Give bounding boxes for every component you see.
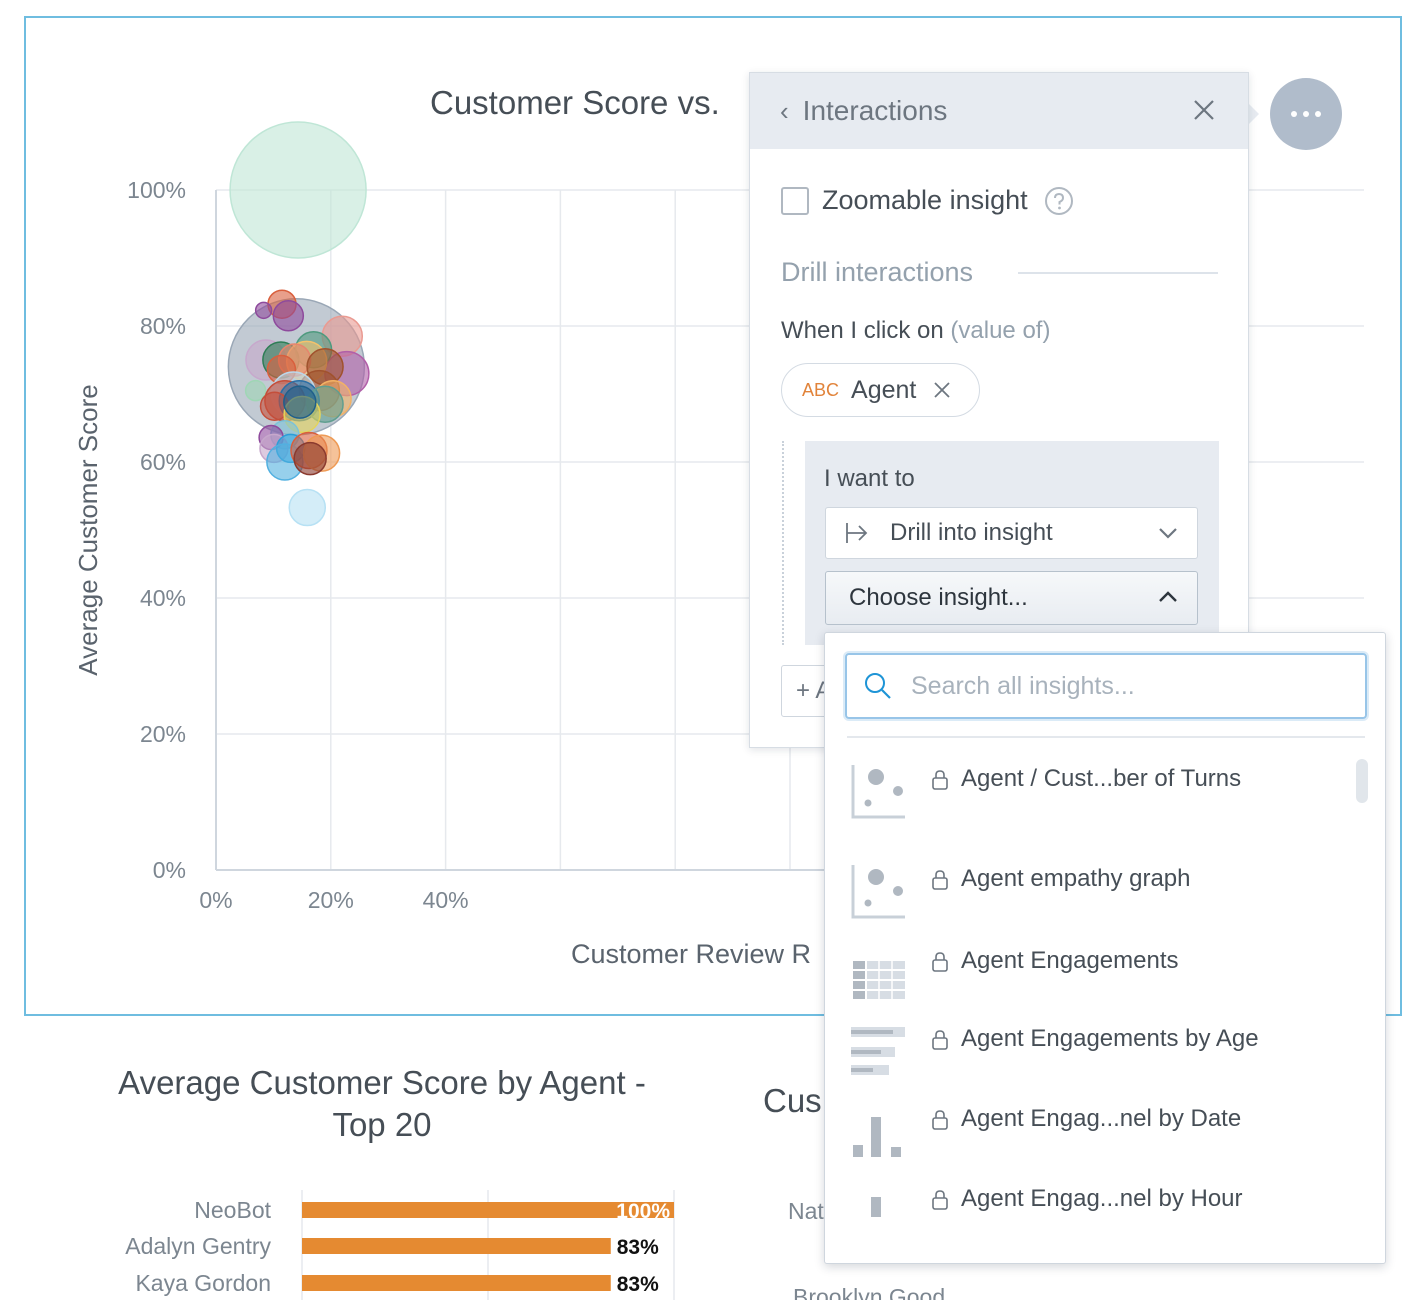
lock-icon xyxy=(932,870,948,890)
insight-option-name: Agent Engagements by Age xyxy=(961,1025,1259,1052)
bar[interactable] xyxy=(302,1238,611,1254)
lock-icon xyxy=(932,770,948,790)
scatter-point[interactable] xyxy=(293,441,327,476)
table-icon xyxy=(853,961,905,999)
drill-arrow-icon xyxy=(846,523,868,543)
y-tick-label: 80% xyxy=(140,313,186,339)
insight-option-name: Agent Engagements xyxy=(961,947,1179,974)
choose-insight-select[interactable]: Choose insight... xyxy=(825,571,1198,625)
zoomable-checkbox[interactable] xyxy=(781,186,809,215)
bar[interactable] xyxy=(302,1202,674,1218)
y-tick-label: 0% xyxy=(153,857,186,883)
insight-option-name: Agent / Cust...ber of Turns xyxy=(961,765,1242,792)
attribute-type-icon: ABC xyxy=(802,379,840,400)
drill-action-select[interactable]: Drill into insight xyxy=(825,507,1198,559)
dot-icon xyxy=(1291,111,1297,117)
panel-title: Interactions xyxy=(802,95,948,126)
dropdown-divider xyxy=(847,736,1365,738)
more-options-button[interactable] xyxy=(1270,78,1342,150)
agent-attribute-chip[interactable]: ABC Agent xyxy=(781,363,980,417)
drill-config-box: I want to Drill into insight Choose insi… xyxy=(805,441,1219,645)
zoomable-label: Zoomable insight xyxy=(822,185,1028,215)
insight-option-name: Agent empathy graph xyxy=(961,865,1191,892)
drill-rail xyxy=(782,441,784,645)
bar-chart-icon xyxy=(851,1027,905,1075)
when-click-label: When I click on (value of) xyxy=(781,317,1050,345)
insight-option[interactable]: Agent Engag...nel by Date xyxy=(851,1105,1351,1189)
insight-option[interactable]: Agent Engag...nel by Hour xyxy=(851,1185,1351,1263)
insight-option[interactable]: Agent Engagements by Age xyxy=(851,1025,1351,1105)
section-divider xyxy=(1018,272,1218,274)
insight-option[interactable]: Agent empathy graph xyxy=(851,863,1351,943)
bar-category-label: Adalyn Gentry xyxy=(125,1233,271,1259)
zoomable-row: Zoomable insight xyxy=(781,185,1074,216)
bar-category-label: NeoBot xyxy=(194,1197,271,1223)
bar[interactable] xyxy=(302,1275,611,1291)
insight-search-box[interactable] xyxy=(845,653,1367,719)
column-chart-icon xyxy=(871,1197,881,1217)
dot-icon xyxy=(1303,111,1309,117)
close-icon[interactable] xyxy=(1190,96,1218,124)
y-tick-label: 100% xyxy=(127,177,186,203)
scatter-point[interactable] xyxy=(244,379,267,402)
bar-category-label: Kaya Gordon xyxy=(135,1270,271,1296)
lock-icon xyxy=(932,952,948,972)
panel-header: ‹ Interactions xyxy=(750,73,1248,149)
i-want-to-label: I want to xyxy=(824,465,915,492)
scatter-chart-icon xyxy=(851,865,905,919)
choose-insight-value: Choose insight... xyxy=(849,584,1028,611)
insight-option[interactable]: Agent Engagements xyxy=(851,947,1351,1031)
scatter-point[interactable] xyxy=(229,121,367,259)
chart-title: Customer Score vs. xyxy=(430,84,720,121)
chevron-up-icon xyxy=(1159,591,1177,602)
drill-interactions-heading: Drill interactions xyxy=(781,257,974,287)
chip-label: Agent xyxy=(851,375,917,404)
x-tick-label: 40% xyxy=(423,887,469,913)
lock-icon xyxy=(932,1110,948,1130)
y-tick-label: 60% xyxy=(140,449,186,475)
when-click-text: When I click on xyxy=(781,317,944,344)
insight-option[interactable]: Agent / Cust...ber of Turns xyxy=(851,763,1351,843)
insight-option-name: Agent Engag...nel by Date xyxy=(961,1105,1242,1132)
scatter-point[interactable] xyxy=(288,488,327,527)
bar-value-label: 83% xyxy=(617,1273,659,1296)
bar-value-label: 100% xyxy=(616,1200,670,1223)
second-chart-row-label: Nat xyxy=(788,1198,824,1224)
insight-search-input[interactable] xyxy=(911,671,1341,701)
dropdown-scrollbar[interactable] xyxy=(1356,759,1368,803)
y-tick-label: 40% xyxy=(140,585,186,611)
x-tick-label: 20% xyxy=(308,887,354,913)
when-click-muted: (value of) xyxy=(950,317,1051,344)
second-chart-row-label: Brooklyn Good xyxy=(793,1284,946,1300)
scatter-chart-icon xyxy=(851,765,905,819)
dot-icon xyxy=(1315,111,1321,117)
insight-option-name: Agent Engag...nel by Hour xyxy=(961,1185,1243,1212)
lock-icon xyxy=(932,1190,948,1210)
x-tick-label: 0% xyxy=(199,887,232,913)
bar-value-label: 83% xyxy=(617,1236,659,1259)
bar-chart-title: Average Customer Score by Agent - Top 20 xyxy=(118,1064,646,1143)
y-tick-label: 20% xyxy=(140,721,186,747)
y-axis-title: Average Customer Score xyxy=(73,384,103,675)
column-chart-icon xyxy=(853,1117,901,1157)
drill-action-value: Drill into insight xyxy=(890,519,1053,546)
remove-chip-icon[interactable] xyxy=(932,380,952,400)
back-chevron-icon[interactable]: ‹ xyxy=(780,95,789,126)
x-axis-title: Customer Review R xyxy=(571,939,811,969)
scatter-point[interactable] xyxy=(254,301,273,320)
search-icon xyxy=(865,673,891,699)
lock-icon xyxy=(932,1030,948,1050)
scatter-point[interactable] xyxy=(283,385,317,419)
insight-picker-dropdown: Agent / Cust...ber of Turns Agent empath… xyxy=(824,632,1386,1264)
scatter-point[interactable] xyxy=(272,300,305,332)
chevron-down-icon xyxy=(1159,528,1177,539)
help-icon[interactable] xyxy=(1044,186,1074,216)
second-chart-title: Cus xyxy=(763,1082,822,1119)
